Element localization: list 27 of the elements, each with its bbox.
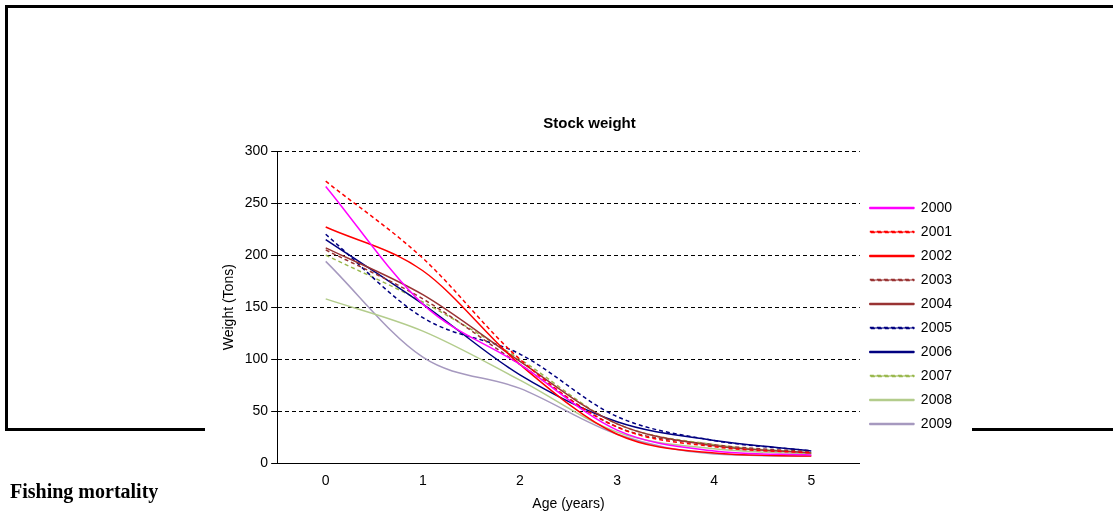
x-tick-label: 2 bbox=[516, 471, 525, 488]
chart-title: Stock weight bbox=[543, 114, 636, 132]
y-tick-label: 100 bbox=[244, 350, 269, 367]
x-tick-label: 3 bbox=[613, 471, 622, 488]
y-tick-label: 300 bbox=[244, 141, 269, 158]
x-tick-label: 4 bbox=[710, 471, 719, 488]
y-tick-label: 250 bbox=[244, 193, 269, 210]
y-tick-label: 50 bbox=[252, 402, 269, 419]
x-tick-label: 0 bbox=[321, 471, 330, 488]
text: Fishing mortality bbox=[10, 480, 159, 503]
y-tick-label: 150 bbox=[244, 298, 269, 315]
legend-label: 2002 bbox=[920, 246, 953, 263]
y-axis-title: Weight (Tons) bbox=[220, 264, 237, 351]
legend-label: 2005 bbox=[920, 318, 953, 335]
legend-label: 2009 bbox=[920, 414, 953, 431]
y-tick-label: 0 bbox=[260, 454, 269, 471]
legend-label: 2000 bbox=[920, 198, 953, 215]
legend-label: 2008 bbox=[920, 390, 953, 407]
legend-label: 2001 bbox=[920, 222, 953, 239]
x-tick-label: 5 bbox=[807, 471, 816, 488]
legend-label: 2006 bbox=[920, 342, 953, 359]
legend-label: 2003 bbox=[920, 270, 953, 287]
x-tick-label: 1 bbox=[418, 471, 427, 488]
y-tick-label: 200 bbox=[244, 245, 269, 262]
x-axis-title: Age (years) bbox=[532, 495, 605, 512]
legend-label: 2007 bbox=[920, 366, 953, 383]
legend-label: 2004 bbox=[920, 294, 953, 311]
